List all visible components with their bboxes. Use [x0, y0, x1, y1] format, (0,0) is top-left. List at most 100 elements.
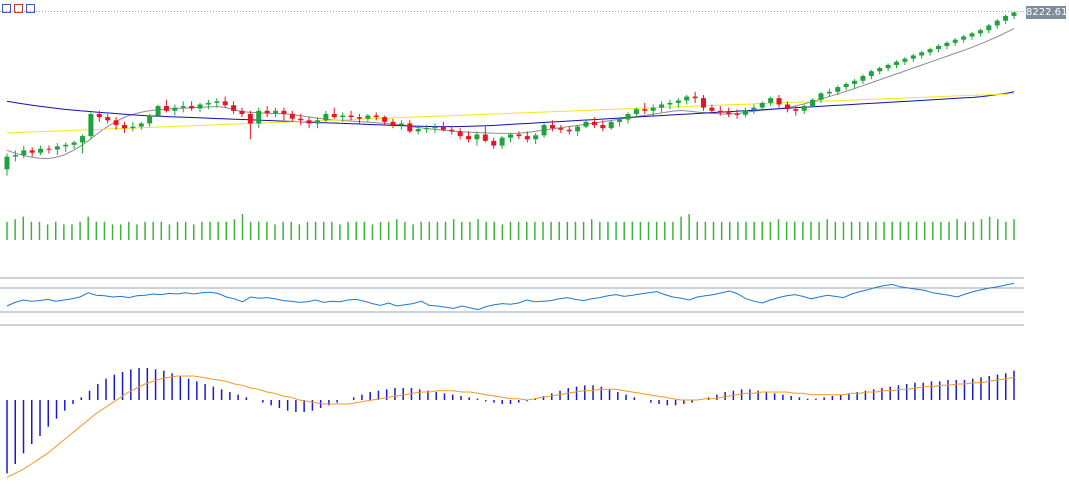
candle-body	[717, 110, 723, 113]
candle-body	[113, 120, 119, 126]
candle-body	[138, 123, 144, 127]
candle-body	[784, 104, 790, 110]
candle-body	[659, 104, 665, 108]
candle-body	[155, 106, 161, 116]
candle-body	[4, 156, 10, 170]
candle-body	[474, 134, 480, 140]
candle-body	[583, 121, 589, 127]
candle-body	[684, 96, 690, 101]
candle-body	[759, 102, 765, 108]
candle-body	[843, 83, 849, 88]
candle-body	[491, 140, 497, 146]
candle-body	[424, 128, 430, 130]
candle-body	[776, 98, 782, 105]
zoom-icon[interactable]	[26, 4, 35, 13]
candle-body	[734, 113, 740, 115]
candle-body	[625, 113, 631, 120]
candle-body	[852, 80, 858, 84]
candle-body	[256, 110, 262, 124]
candle-body	[835, 87, 841, 92]
candle-body	[516, 134, 522, 137]
rsi-panel	[0, 277, 1024, 326]
macd-panel	[6, 368, 1015, 478]
macd-signal-line	[6, 375, 1015, 478]
candle-body	[12, 155, 18, 157]
rsi-line	[6, 282, 1015, 311]
volume-panel	[6, 214, 1015, 240]
candle-body	[860, 76, 866, 81]
candle-body	[575, 126, 581, 132]
candle-body	[675, 100, 681, 103]
candle-body	[508, 134, 513, 138]
candle-body	[549, 125, 555, 129]
last-price-label: 8222.61	[1026, 6, 1068, 19]
candle-body	[63, 144, 69, 147]
candle-body	[440, 126, 446, 130]
candle-body	[801, 106, 807, 111]
candle-body	[591, 121, 597, 126]
candle-body	[356, 117, 362, 119]
candle-body	[566, 129, 572, 132]
candle-body	[709, 107, 715, 111]
candle-body	[239, 110, 245, 114]
candle-body	[457, 131, 463, 137]
candle-body	[29, 150, 35, 153]
candle-body	[793, 109, 799, 111]
candle-body	[818, 93, 824, 100]
candle-body	[398, 123, 404, 126]
candle-body	[524, 136, 530, 140]
chart-icon[interactable]	[14, 4, 23, 13]
candle-body	[382, 117, 388, 122]
candle-body	[289, 113, 295, 119]
candle-body	[247, 113, 253, 124]
candle-body	[1011, 12, 1017, 16]
candle-body	[701, 98, 707, 108]
candle-body	[885, 64, 891, 69]
candle-body	[919, 52, 925, 56]
candle-body	[273, 110, 279, 114]
window-icon[interactable]	[2, 4, 11, 13]
candle-body	[944, 42, 950, 46]
moving-average-line-ma_slow	[6, 92, 1015, 134]
candle-body	[71, 142, 77, 145]
candle-body	[927, 49, 933, 53]
candle-body	[935, 45, 941, 50]
candle-body	[390, 121, 396, 126]
candle-body	[189, 106, 195, 109]
candle-body	[323, 113, 329, 121]
candle-body	[105, 117, 111, 121]
moving-average-line-ma_mid	[6, 91, 1015, 128]
candle-body	[46, 148, 52, 150]
candle-body	[205, 102, 211, 105]
candle-body	[432, 126, 438, 129]
candle-body	[650, 107, 656, 111]
candle-body	[499, 137, 505, 146]
candle-body	[910, 55, 916, 59]
candle-body	[482, 134, 488, 141]
candle-body	[38, 148, 44, 153]
candle-body	[952, 39, 958, 43]
candle-body	[88, 113, 94, 137]
candle-body	[231, 105, 237, 111]
candle-body	[281, 110, 287, 114]
candle-body	[751, 107, 757, 111]
candle-body	[986, 25, 992, 31]
candle-body	[172, 107, 178, 111]
candle-body	[407, 123, 413, 132]
candle-body	[348, 115, 354, 118]
candle-body	[541, 125, 547, 136]
candle-body	[826, 91, 832, 94]
candle-body	[306, 120, 312, 124]
candle-body	[742, 110, 748, 115]
candle-body	[222, 101, 228, 106]
candle-body	[969, 33, 975, 37]
candle-body	[994, 20, 1000, 26]
candle-body	[147, 115, 153, 124]
candle-body	[121, 125, 127, 129]
candle-body	[642, 109, 648, 111]
candle-body	[810, 99, 816, 107]
candle-body	[977, 30, 983, 34]
candle-body	[314, 120, 320, 124]
candle-body	[449, 129, 455, 132]
